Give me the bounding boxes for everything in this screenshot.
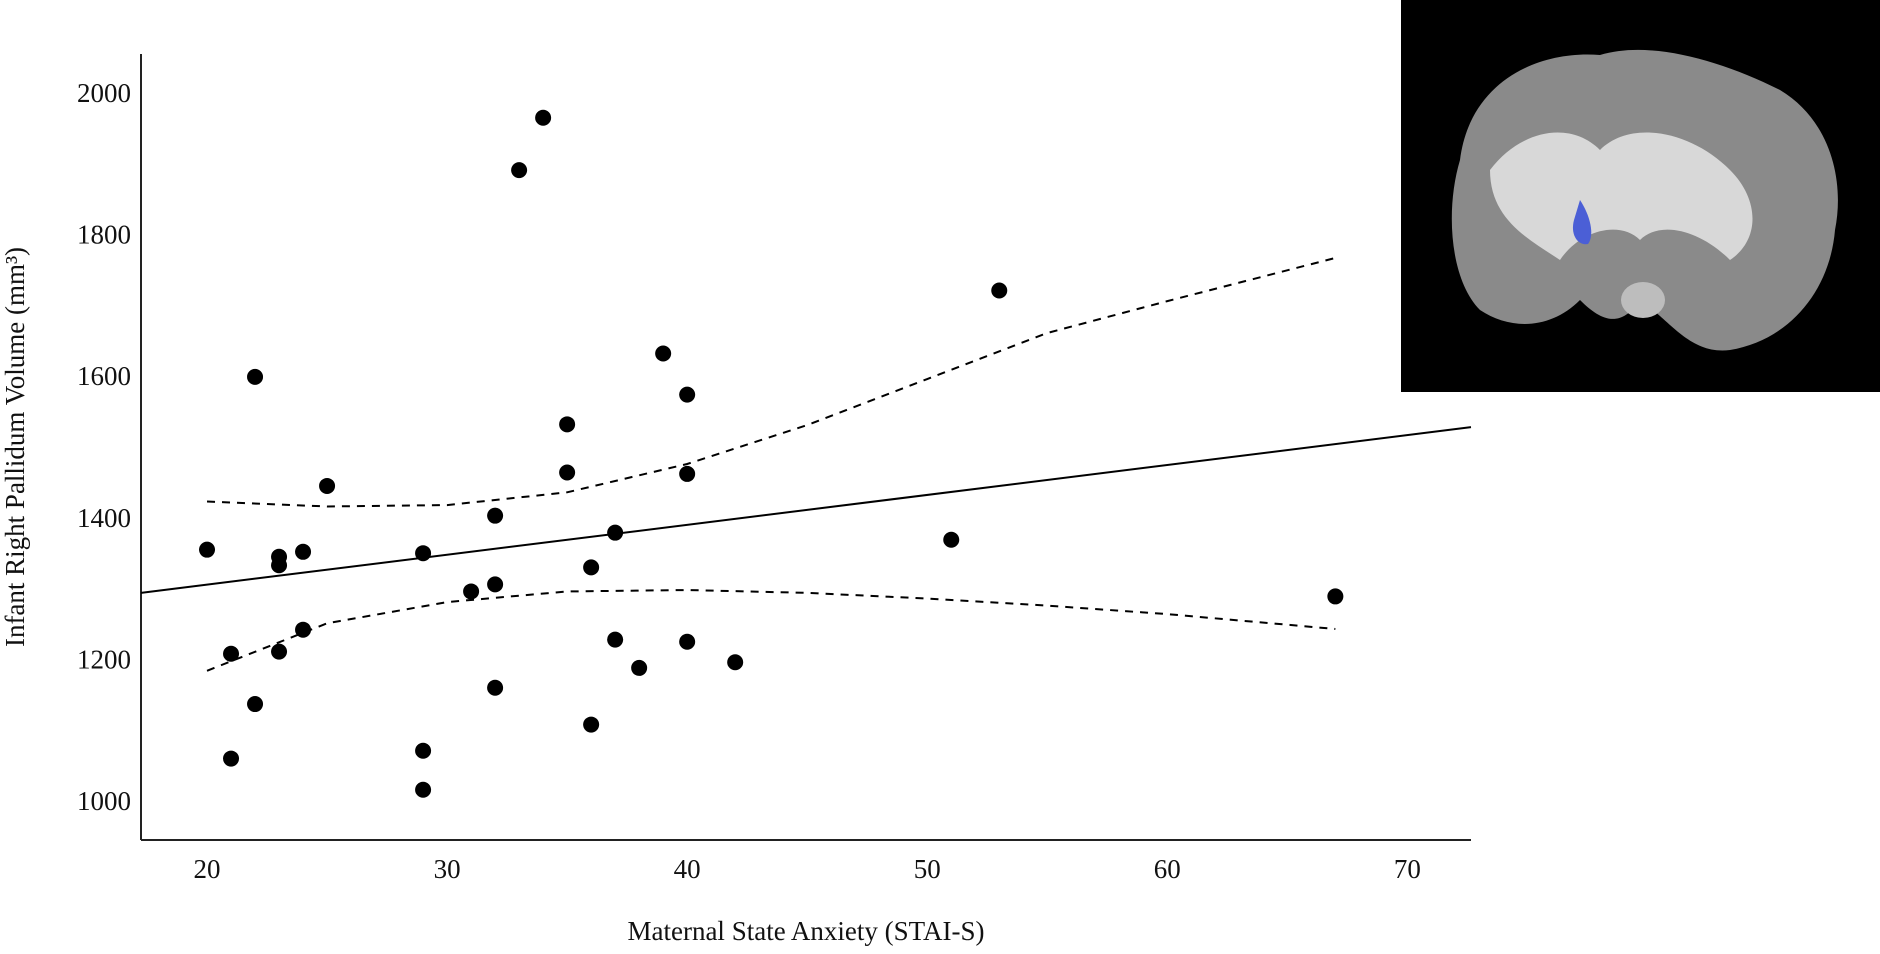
data-point xyxy=(247,696,264,713)
data-point xyxy=(487,679,504,696)
x-tick-label: 50 xyxy=(914,854,941,884)
y-tick-label: 1200 xyxy=(77,644,131,674)
data-point xyxy=(271,557,288,574)
data-point xyxy=(319,477,336,494)
x-tick-label: 70 xyxy=(1394,854,1421,884)
data-point xyxy=(535,109,552,126)
data-point xyxy=(463,583,480,600)
data-point xyxy=(607,631,624,648)
x-tick-label: 30 xyxy=(434,854,461,884)
data-point xyxy=(991,282,1008,299)
brain-image xyxy=(1401,0,1880,392)
data-point xyxy=(511,162,528,179)
data-point xyxy=(679,633,696,650)
data-point xyxy=(199,541,216,558)
data-point xyxy=(487,576,504,593)
data-point xyxy=(943,531,960,548)
x-tick-label: 20 xyxy=(194,854,221,884)
data-point xyxy=(607,524,624,541)
data-point xyxy=(559,464,576,481)
y-tick-label: 2000 xyxy=(77,78,131,108)
y-tick-label: 1400 xyxy=(77,503,131,533)
y-axis-label: Infant Right Pallidum Volume (mm³) xyxy=(0,247,30,647)
regression-line xyxy=(140,426,1472,594)
data-point xyxy=(679,386,696,403)
data-point xyxy=(559,416,576,433)
data-point xyxy=(295,543,312,560)
data-point xyxy=(271,643,288,660)
data-point xyxy=(415,742,432,759)
ci-upper-line xyxy=(206,256,1336,508)
y-tick-label: 1800 xyxy=(77,220,131,250)
data-point xyxy=(583,559,600,576)
data-point xyxy=(631,659,648,676)
x-axis-label: Maternal State Anxiety (STAI-S) xyxy=(627,916,984,946)
data-point xyxy=(655,345,672,362)
x-tick-label: 60 xyxy=(1154,854,1181,884)
data-point xyxy=(223,750,240,767)
data-point xyxy=(247,368,264,385)
data-point xyxy=(727,654,744,671)
y-tick-label: 1000 xyxy=(77,786,131,816)
data-point xyxy=(223,645,240,662)
data-point xyxy=(487,507,504,524)
data-point xyxy=(415,781,432,798)
data-point xyxy=(583,716,600,733)
y-tick-label: 1600 xyxy=(77,361,131,391)
data-point xyxy=(295,621,312,638)
data-point xyxy=(1327,588,1344,605)
ci-lower-line xyxy=(206,589,1336,672)
data-point xyxy=(679,465,696,482)
x-tick-label: 40 xyxy=(674,854,701,884)
data-point xyxy=(415,545,432,562)
